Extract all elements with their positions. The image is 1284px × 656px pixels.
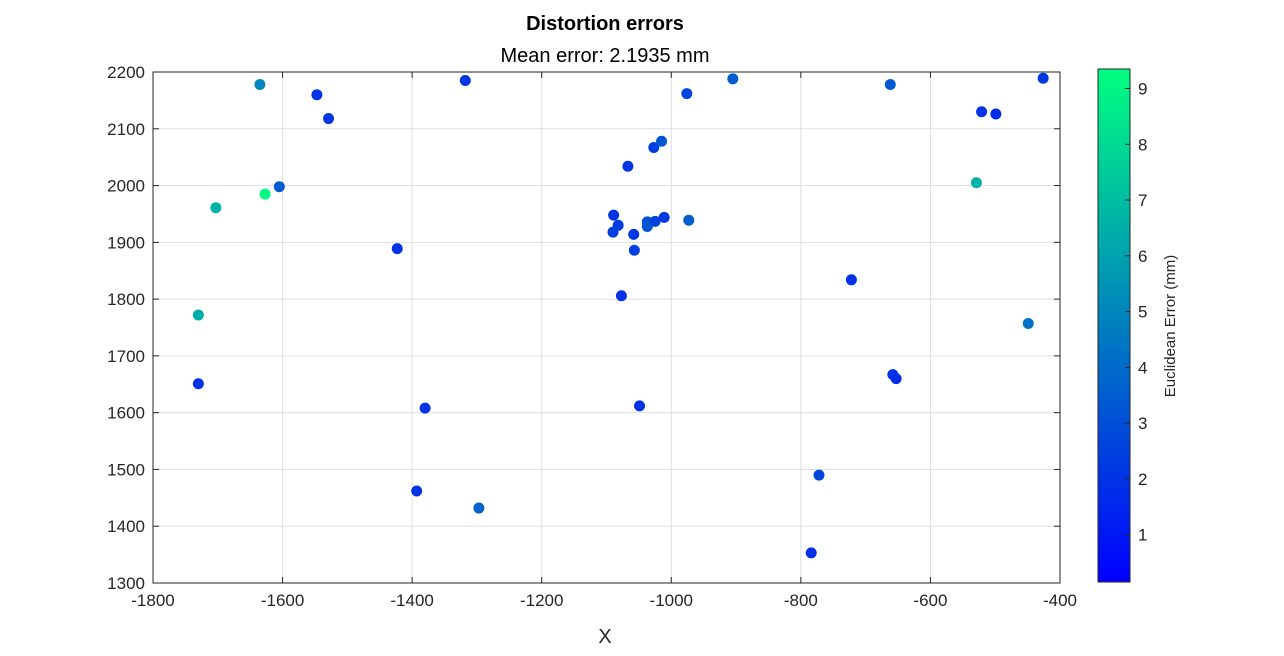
scatter-point [608, 209, 620, 221]
scatter-point [656, 135, 668, 147]
colorbar-tick-label: 6 [1138, 247, 1147, 266]
scatter-point [323, 113, 335, 125]
colorbar-tick-label: 8 [1138, 135, 1147, 154]
x-axis-label: X [598, 626, 611, 648]
scatter-point [628, 228, 640, 240]
scatter-point [1022, 318, 1034, 330]
scatter-point [976, 106, 988, 118]
x-tick-label: -1200 [520, 591, 563, 610]
x-tick-label: -1600 [261, 591, 304, 610]
scatter-point [727, 73, 739, 85]
scatter-point [607, 226, 619, 238]
x-tick-label: -1800 [131, 591, 174, 610]
colorbar-tick-label: 2 [1138, 470, 1147, 489]
y-tick-label: 1900 [107, 233, 145, 252]
scatter-point [845, 274, 857, 286]
y-axis: 1300 1400 1500 1600 1700 1800 1900 2000 2100 2200 [107, 63, 1060, 593]
scatter-point [884, 78, 896, 90]
y-tick-label: 1600 [107, 404, 145, 423]
chart-subtitle: Mean error: 2.1935 mm [501, 45, 710, 67]
scatter-points [192, 72, 1049, 559]
scatter-point [419, 402, 431, 414]
y-tick-label: 1400 [107, 517, 145, 536]
scatter-point [192, 309, 204, 321]
scatter-point [890, 373, 902, 385]
y-tick-label: 1700 [107, 347, 145, 366]
scatter-point [311, 89, 323, 101]
scatter-point [805, 547, 817, 559]
scatter-point [254, 78, 266, 90]
colorbar-tick-label: 4 [1138, 358, 1147, 377]
y-tick-label: 2000 [107, 177, 145, 196]
colorbar-tick-label: 7 [1138, 191, 1147, 210]
colorbar-tick-label: 3 [1138, 414, 1147, 433]
scatter-point [813, 469, 825, 481]
scatter-point [259, 188, 271, 200]
colorbar-tick-label: 1 [1138, 526, 1147, 545]
y-tick-label: 2100 [107, 120, 145, 139]
chart-title: Distortion errors [526, 13, 684, 35]
colorbar-label: Euclidean Error (mm) [1162, 255, 1179, 398]
x-tick-label: -600 [913, 591, 947, 610]
colorbar-ticks: 1 2 3 4 5 6 7 8 9 [1125, 80, 1147, 545]
grid [152, 71, 1061, 584]
x-axis: -1800 -1600 -1400 -1200 -1000 -800 -600 -400 [131, 72, 1077, 610]
y-tick-label: 1500 [107, 460, 145, 479]
scatter-point [970, 177, 982, 189]
x-tick-label: -400 [1043, 591, 1077, 610]
scatter-point [649, 215, 661, 227]
scatter-point [192, 378, 204, 390]
scatter-point [210, 202, 222, 214]
y-tick-label: 1800 [107, 290, 145, 309]
x-tick-label: -1400 [390, 591, 433, 610]
scatter-point [391, 243, 403, 255]
scatter-point [615, 290, 627, 302]
scatter-point [473, 502, 485, 514]
scatter-point [634, 400, 646, 412]
scatter-point [683, 214, 695, 226]
colorbar [1097, 68, 1131, 583]
scatter-point [622, 160, 634, 172]
y-tick-label: 2200 [107, 63, 145, 82]
scatter-point [658, 211, 670, 223]
scatter-point [641, 220, 653, 232]
scatter-point [681, 88, 693, 100]
scatter-point [628, 244, 640, 256]
scatter-point [990, 108, 1002, 120]
scatter-point [1037, 72, 1049, 84]
x-tick-label: -800 [784, 591, 818, 610]
scatter-point [648, 142, 660, 154]
plot-area [152, 71, 1061, 584]
colorbar-tick-label: 9 [1138, 80, 1147, 99]
x-tick-label: -1000 [650, 591, 693, 610]
colorbar-tick-label: 5 [1138, 303, 1147, 322]
scatter-point [459, 75, 471, 87]
scatter-point [411, 485, 423, 497]
scatter-point [273, 181, 285, 193]
y-tick-label: 1300 [107, 574, 145, 593]
